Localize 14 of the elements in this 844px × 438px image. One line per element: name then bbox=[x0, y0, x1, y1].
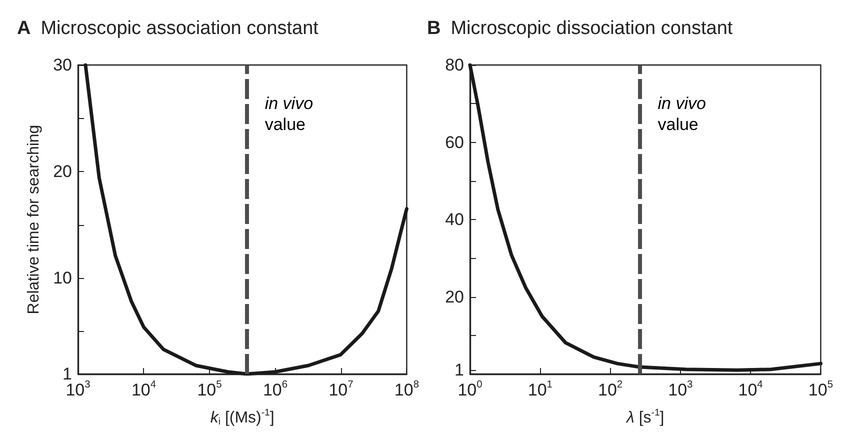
y-tick-label: 30 bbox=[53, 56, 72, 74]
y-tick-label: 20 bbox=[53, 162, 72, 182]
chart-title: A Microscopic association constant bbox=[17, 18, 320, 39]
y-tick-label: 1 bbox=[62, 364, 72, 384]
chart-title: B Microscopic dissociation constant bbox=[427, 18, 734, 39]
y-tick-label: 60 bbox=[445, 132, 464, 152]
ref-line-label: in vivo value bbox=[658, 94, 706, 134]
ref-line-label: in vivo value bbox=[264, 94, 314, 134]
y-tick-label: 40 bbox=[445, 210, 464, 229]
y-tick-label: 80 bbox=[445, 56, 464, 74]
y-axis-title: Relative time for searching bbox=[26, 124, 42, 314]
y-tick-label: 10 bbox=[53, 268, 72, 288]
y-tick-label: 1 bbox=[454, 360, 464, 380]
y-tick-label: 20 bbox=[445, 287, 464, 306]
